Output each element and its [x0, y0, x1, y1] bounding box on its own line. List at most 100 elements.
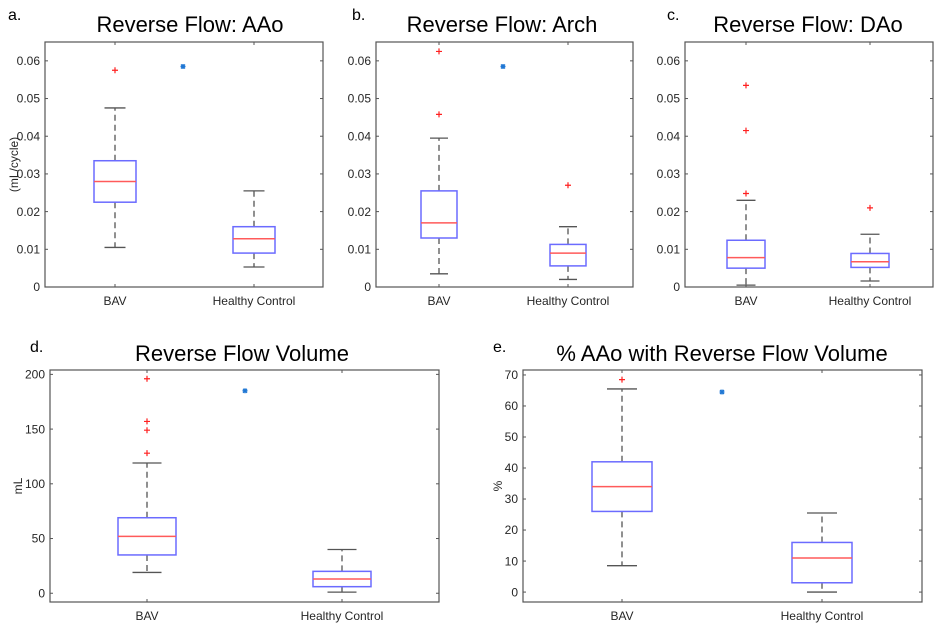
y-tick-label: 0.04 — [17, 129, 41, 143]
box-1 — [312, 548, 372, 593]
iqr-box — [420, 190, 458, 239]
significance-asterisk-icon — [500, 64, 506, 69]
y-tick-label: 0 — [511, 585, 518, 599]
y-tick-label: 0.01 — [657, 243, 681, 257]
y-tick-label: 0.04 — [657, 129, 681, 143]
panel-a: a. Reverse Flow: AAo (mL/cycle) 0 0.01 0.02 0.… — [7, 7, 324, 308]
chart-title: Reverse Flow: DAo — [713, 12, 903, 37]
y-tick-label: 0.06 — [348, 54, 372, 68]
y-tick-label: 0.02 — [657, 205, 681, 219]
y-tick-label: 0.01 — [17, 243, 41, 257]
outlier-point — [144, 427, 150, 434]
y-tick-label: 0.03 — [348, 167, 372, 181]
panel-c: c. Reverse Flow: DAo 0 0.01 0.02 0.03 0.04 0.05… — [657, 7, 934, 308]
panel-label: c. — [667, 7, 679, 24]
box-1 — [850, 204, 890, 282]
y-tick-label: 0.03 — [657, 167, 681, 181]
y-axis-label: mL — [11, 477, 25, 494]
y-tick-label: 10 — [505, 554, 519, 568]
outlier-point — [565, 182, 571, 189]
box-0 — [420, 48, 458, 275]
y-tick-label: 50 — [32, 532, 46, 546]
y-tick-label: 0.01 — [348, 243, 372, 257]
significance-asterisk-icon — [719, 389, 725, 395]
y-tick-label: 0.04 — [348, 129, 372, 143]
chart-title: Reverse Flow Volume — [135, 341, 349, 366]
y-tick-label: 150 — [25, 422, 45, 436]
chart-title: Reverse Flow: Arch — [407, 12, 598, 37]
y-tick-label: 50 — [505, 430, 519, 444]
x-tick-label: Healthy Control — [829, 294, 912, 308]
box-0 — [117, 375, 177, 574]
panel-label: d. — [30, 339, 43, 356]
y-tick-label: 70 — [505, 368, 519, 382]
outlier-point — [144, 375, 150, 382]
x-tick-label: BAV — [610, 609, 633, 623]
significance-asterisk-icon — [180, 64, 186, 69]
axes-box — [522, 369, 923, 603]
y-tick-label: 0 — [38, 586, 45, 600]
outlier-point — [144, 418, 150, 425]
x-tick-label: Healthy Control — [301, 609, 384, 623]
x-tick-label: BAV — [135, 609, 158, 623]
x-tick-label: BAV — [734, 294, 757, 308]
outlier-point — [743, 82, 749, 89]
x-tick-label: BAV — [103, 294, 126, 308]
y-tick-label: 0 — [33, 280, 40, 294]
x-tick-label: Healthy Control — [527, 294, 610, 308]
y-tick-label: 0.06 — [17, 54, 41, 68]
y-tick-label: 0.05 — [657, 92, 681, 106]
y-tick-label: 60 — [505, 399, 519, 413]
axes-box — [684, 41, 934, 288]
y-tick-label: 200 — [25, 368, 45, 382]
outlier-point — [619, 376, 625, 383]
box-0 — [726, 82, 766, 286]
axes-box — [44, 41, 324, 288]
box-1 — [232, 190, 276, 268]
y-tick-label: 0.06 — [657, 54, 681, 68]
y-tick-label: 0.03 — [17, 167, 41, 181]
y-tick-label: 0.05 — [17, 92, 41, 106]
x-tick-label: Healthy Control — [213, 294, 296, 308]
panel-label: a. — [8, 7, 21, 24]
y-tick-label: 30 — [505, 492, 519, 506]
panel-label: b. — [352, 7, 365, 24]
iqr-box — [850, 252, 890, 269]
chart-title: % AAo with Reverse Flow Volume — [556, 341, 887, 366]
y-axis-label: (mL/cycle) — [7, 137, 21, 192]
y-tick-label: 0.02 — [17, 205, 41, 219]
x-tick-label: Healthy Control — [781, 609, 864, 623]
iqr-box — [726, 239, 766, 269]
x-tick-label: BAV — [427, 294, 450, 308]
box-1 — [791, 512, 853, 593]
y-tick-label: 20 — [505, 523, 519, 537]
panel-e: e. % AAo with Reverse Flow Volume% 0 10 20 30… — [491, 339, 923, 623]
significance-asterisk-icon — [242, 388, 248, 394]
iqr-box — [232, 225, 276, 254]
outlier-point — [867, 204, 873, 211]
panel-b: b. Reverse Flow: Arch 0 0.01 0.02 0.03 0.04 0.0… — [348, 7, 634, 308]
y-tick-label: 0 — [364, 280, 371, 294]
outlier-point — [112, 67, 118, 74]
y-tick-label: 100 — [25, 477, 45, 491]
y-tick-label: 0 — [673, 280, 680, 294]
y-tick-label: 0.02 — [348, 205, 372, 219]
box-0 — [591, 376, 653, 567]
outlier-point — [144, 450, 150, 457]
chart-title: Reverse Flow: AAo — [96, 12, 283, 37]
box-1 — [549, 182, 587, 281]
y-axis-label: % — [491, 480, 505, 491]
y-tick-label: 0.05 — [348, 92, 372, 106]
panel-label: e. — [493, 339, 506, 356]
iqr-box — [549, 243, 587, 267]
outlier-point — [743, 190, 749, 197]
outlier-point — [436, 48, 442, 55]
panel-d: d. Reverse Flow Volume mL 0 50 100 150 200 BAV He… — [11, 339, 440, 623]
axes-box — [49, 369, 440, 603]
outlier-point — [436, 111, 442, 118]
axes-box — [375, 41, 634, 288]
outlier-point — [743, 127, 749, 134]
y-tick-label: 40 — [505, 461, 519, 475]
box-0 — [93, 67, 137, 249]
